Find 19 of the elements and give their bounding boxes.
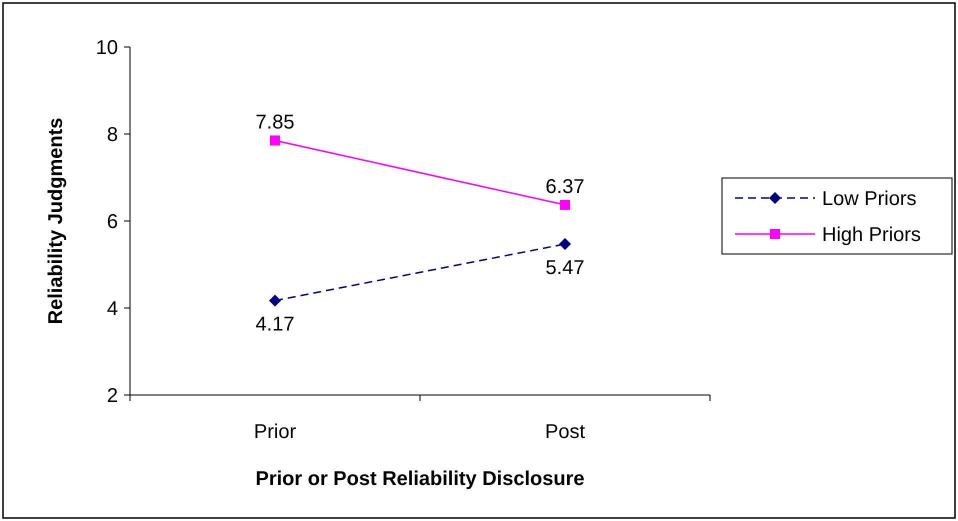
y-axis-title: Reliability Judgments: [45, 118, 67, 324]
x-tick-label: Prior: [254, 421, 296, 443]
y-tick-label: 2: [106, 385, 118, 407]
point: [559, 238, 571, 250]
x-tick-label: Post: [544, 421, 586, 443]
x-axis-title: Prior or Post Reliability Disclosure: [256, 468, 584, 490]
point: [269, 294, 281, 307]
y-tick-label: 8: [106, 124, 118, 146]
y-tick-label: 4: [106, 298, 118, 320]
legend-label: High Priors: [822, 224, 921, 246]
data-label: 7.85: [256, 112, 294, 134]
y-tick-label: 6: [106, 211, 118, 233]
y-tick-label: 10: [96, 37, 118, 59]
point: [270, 136, 280, 146]
legend-label: Low Priors: [822, 188, 916, 210]
data-label: 4.17: [256, 314, 294, 336]
data-label: 5.47: [546, 257, 584, 280]
point: [560, 200, 570, 210]
data-label: 6.37: [546, 176, 584, 198]
